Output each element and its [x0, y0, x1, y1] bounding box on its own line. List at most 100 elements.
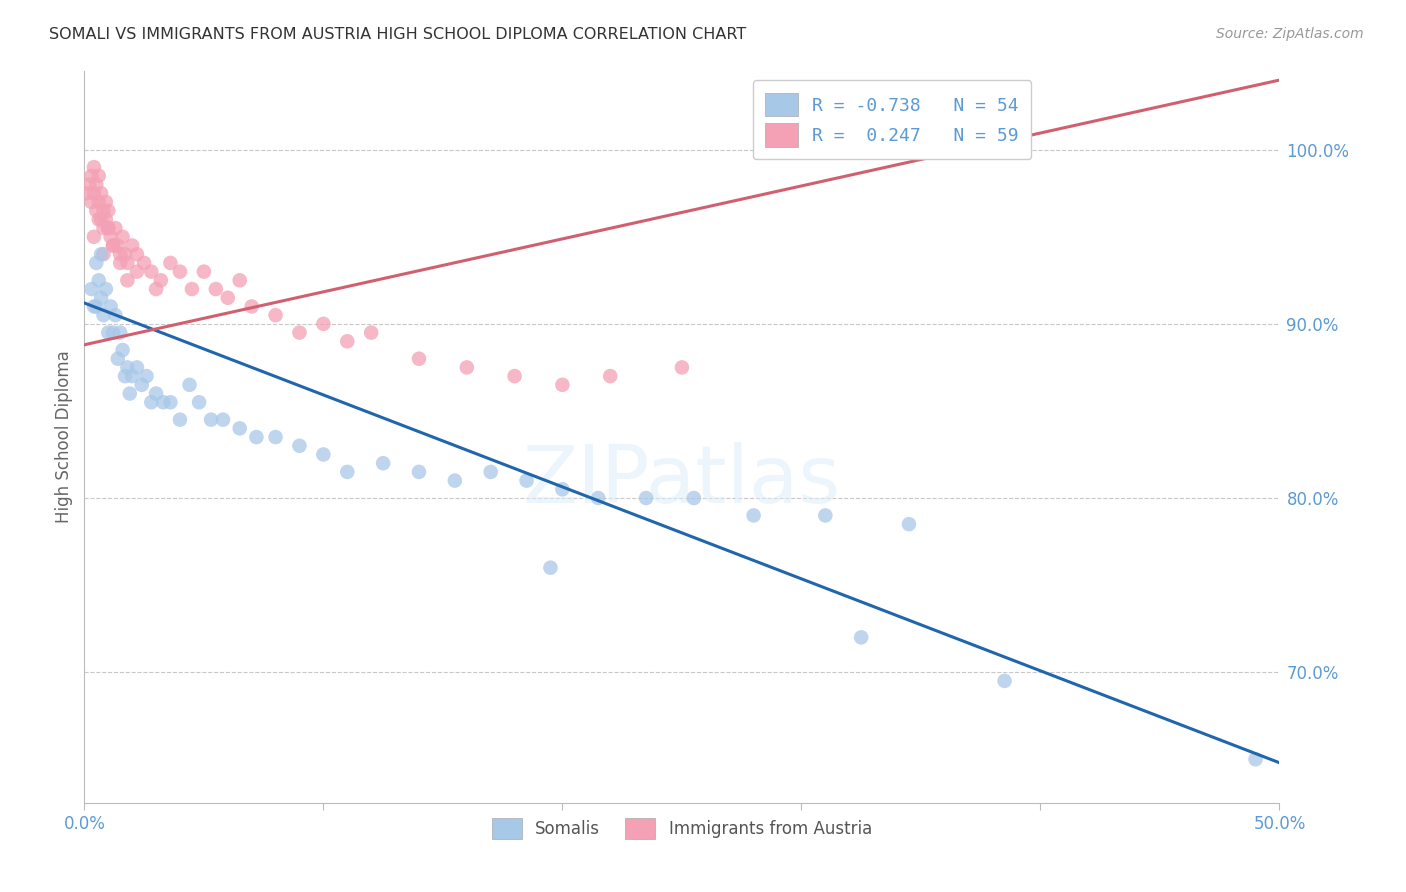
- Point: [683, 491, 706, 505]
- Point: [90, 247, 112, 261]
- Point: [229, 273, 252, 287]
- Point: [636, 491, 658, 505]
- Point: [86, 178, 108, 192]
- Point: [200, 412, 222, 426]
- Point: [408, 351, 430, 366]
- Point: [97, 326, 120, 340]
- Point: [101, 238, 124, 252]
- Point: [264, 430, 287, 444]
- Point: [360, 326, 382, 340]
- Point: [107, 351, 129, 366]
- Point: [80, 282, 103, 296]
- Point: [87, 212, 110, 227]
- Point: [132, 256, 156, 270]
- Point: [86, 256, 108, 270]
- Point: [179, 377, 201, 392]
- Point: [110, 247, 132, 261]
- Point: [125, 360, 148, 375]
- Point: [551, 483, 574, 497]
- Point: [83, 160, 105, 174]
- Point: [118, 386, 141, 401]
- Point: [336, 334, 359, 349]
- Point: [898, 517, 921, 532]
- Point: [588, 491, 610, 505]
- Point: [94, 212, 117, 227]
- Point: [114, 369, 136, 384]
- Point: [107, 238, 129, 252]
- Point: [101, 326, 124, 340]
- Point: [100, 229, 122, 244]
- Point: [104, 308, 127, 322]
- Point: [114, 247, 136, 261]
- Text: SOMALI VS IMMIGRANTS FROM AUSTRIA HIGH SCHOOL DIPLOMA CORRELATION CHART: SOMALI VS IMMIGRANTS FROM AUSTRIA HIGH S…: [49, 27, 747, 42]
- Point: [181, 282, 204, 296]
- Point: [110, 256, 132, 270]
- Point: [87, 273, 110, 287]
- Point: [100, 300, 122, 314]
- Point: [125, 247, 148, 261]
- Point: [312, 448, 335, 462]
- Point: [312, 317, 335, 331]
- Point: [141, 265, 163, 279]
- Point: [83, 229, 105, 244]
- Point: [117, 273, 139, 287]
- Point: [145, 282, 167, 296]
- Point: [94, 282, 117, 296]
- Point: [169, 412, 191, 426]
- Point: [97, 221, 120, 235]
- Point: [671, 360, 693, 375]
- Point: [217, 291, 239, 305]
- Point: [93, 247, 115, 261]
- Point: [288, 439, 311, 453]
- Point: [110, 326, 132, 340]
- Point: [994, 673, 1017, 688]
- Point: [456, 360, 478, 375]
- Point: [104, 221, 127, 235]
- Point: [117, 256, 139, 270]
- Point: [240, 300, 263, 314]
- Point: [125, 265, 148, 279]
- Point: [121, 369, 143, 384]
- Point: [93, 221, 115, 235]
- Point: [540, 560, 562, 574]
- Point: [131, 377, 153, 392]
- Point: [336, 465, 359, 479]
- Point: [288, 326, 311, 340]
- Point: [86, 300, 108, 314]
- Point: [93, 203, 115, 218]
- Point: [111, 229, 134, 244]
- Point: [101, 238, 124, 252]
- Point: [90, 212, 112, 227]
- Point: [159, 256, 181, 270]
- Point: [599, 369, 621, 384]
- Point: [851, 631, 873, 645]
- Point: [97, 203, 120, 218]
- Point: [159, 395, 181, 409]
- Point: [145, 386, 167, 401]
- Point: [408, 465, 430, 479]
- Point: [80, 194, 103, 209]
- Legend: Somalis, Immigrants from Austria: Somalis, Immigrants from Austria: [485, 811, 879, 846]
- Point: [90, 186, 112, 201]
- Point: [77, 178, 100, 192]
- Point: [152, 395, 174, 409]
- Point: [742, 508, 765, 523]
- Point: [90, 291, 112, 305]
- Point: [503, 369, 526, 384]
- Point: [188, 395, 211, 409]
- Point: [93, 308, 115, 322]
- Point: [212, 412, 235, 426]
- Text: ZIPatlas: ZIPatlas: [523, 442, 841, 520]
- Point: [87, 169, 110, 183]
- Point: [516, 474, 538, 488]
- Point: [83, 300, 105, 314]
- Point: [86, 203, 108, 218]
- Point: [373, 456, 395, 470]
- Point: [141, 395, 163, 409]
- Point: [87, 194, 110, 209]
- Point: [121, 238, 143, 252]
- Y-axis label: High School Diploma: High School Diploma: [55, 351, 73, 524]
- Text: Source: ZipAtlas.com: Source: ZipAtlas.com: [1216, 27, 1364, 41]
- Point: [264, 308, 287, 322]
- Point: [94, 194, 117, 209]
